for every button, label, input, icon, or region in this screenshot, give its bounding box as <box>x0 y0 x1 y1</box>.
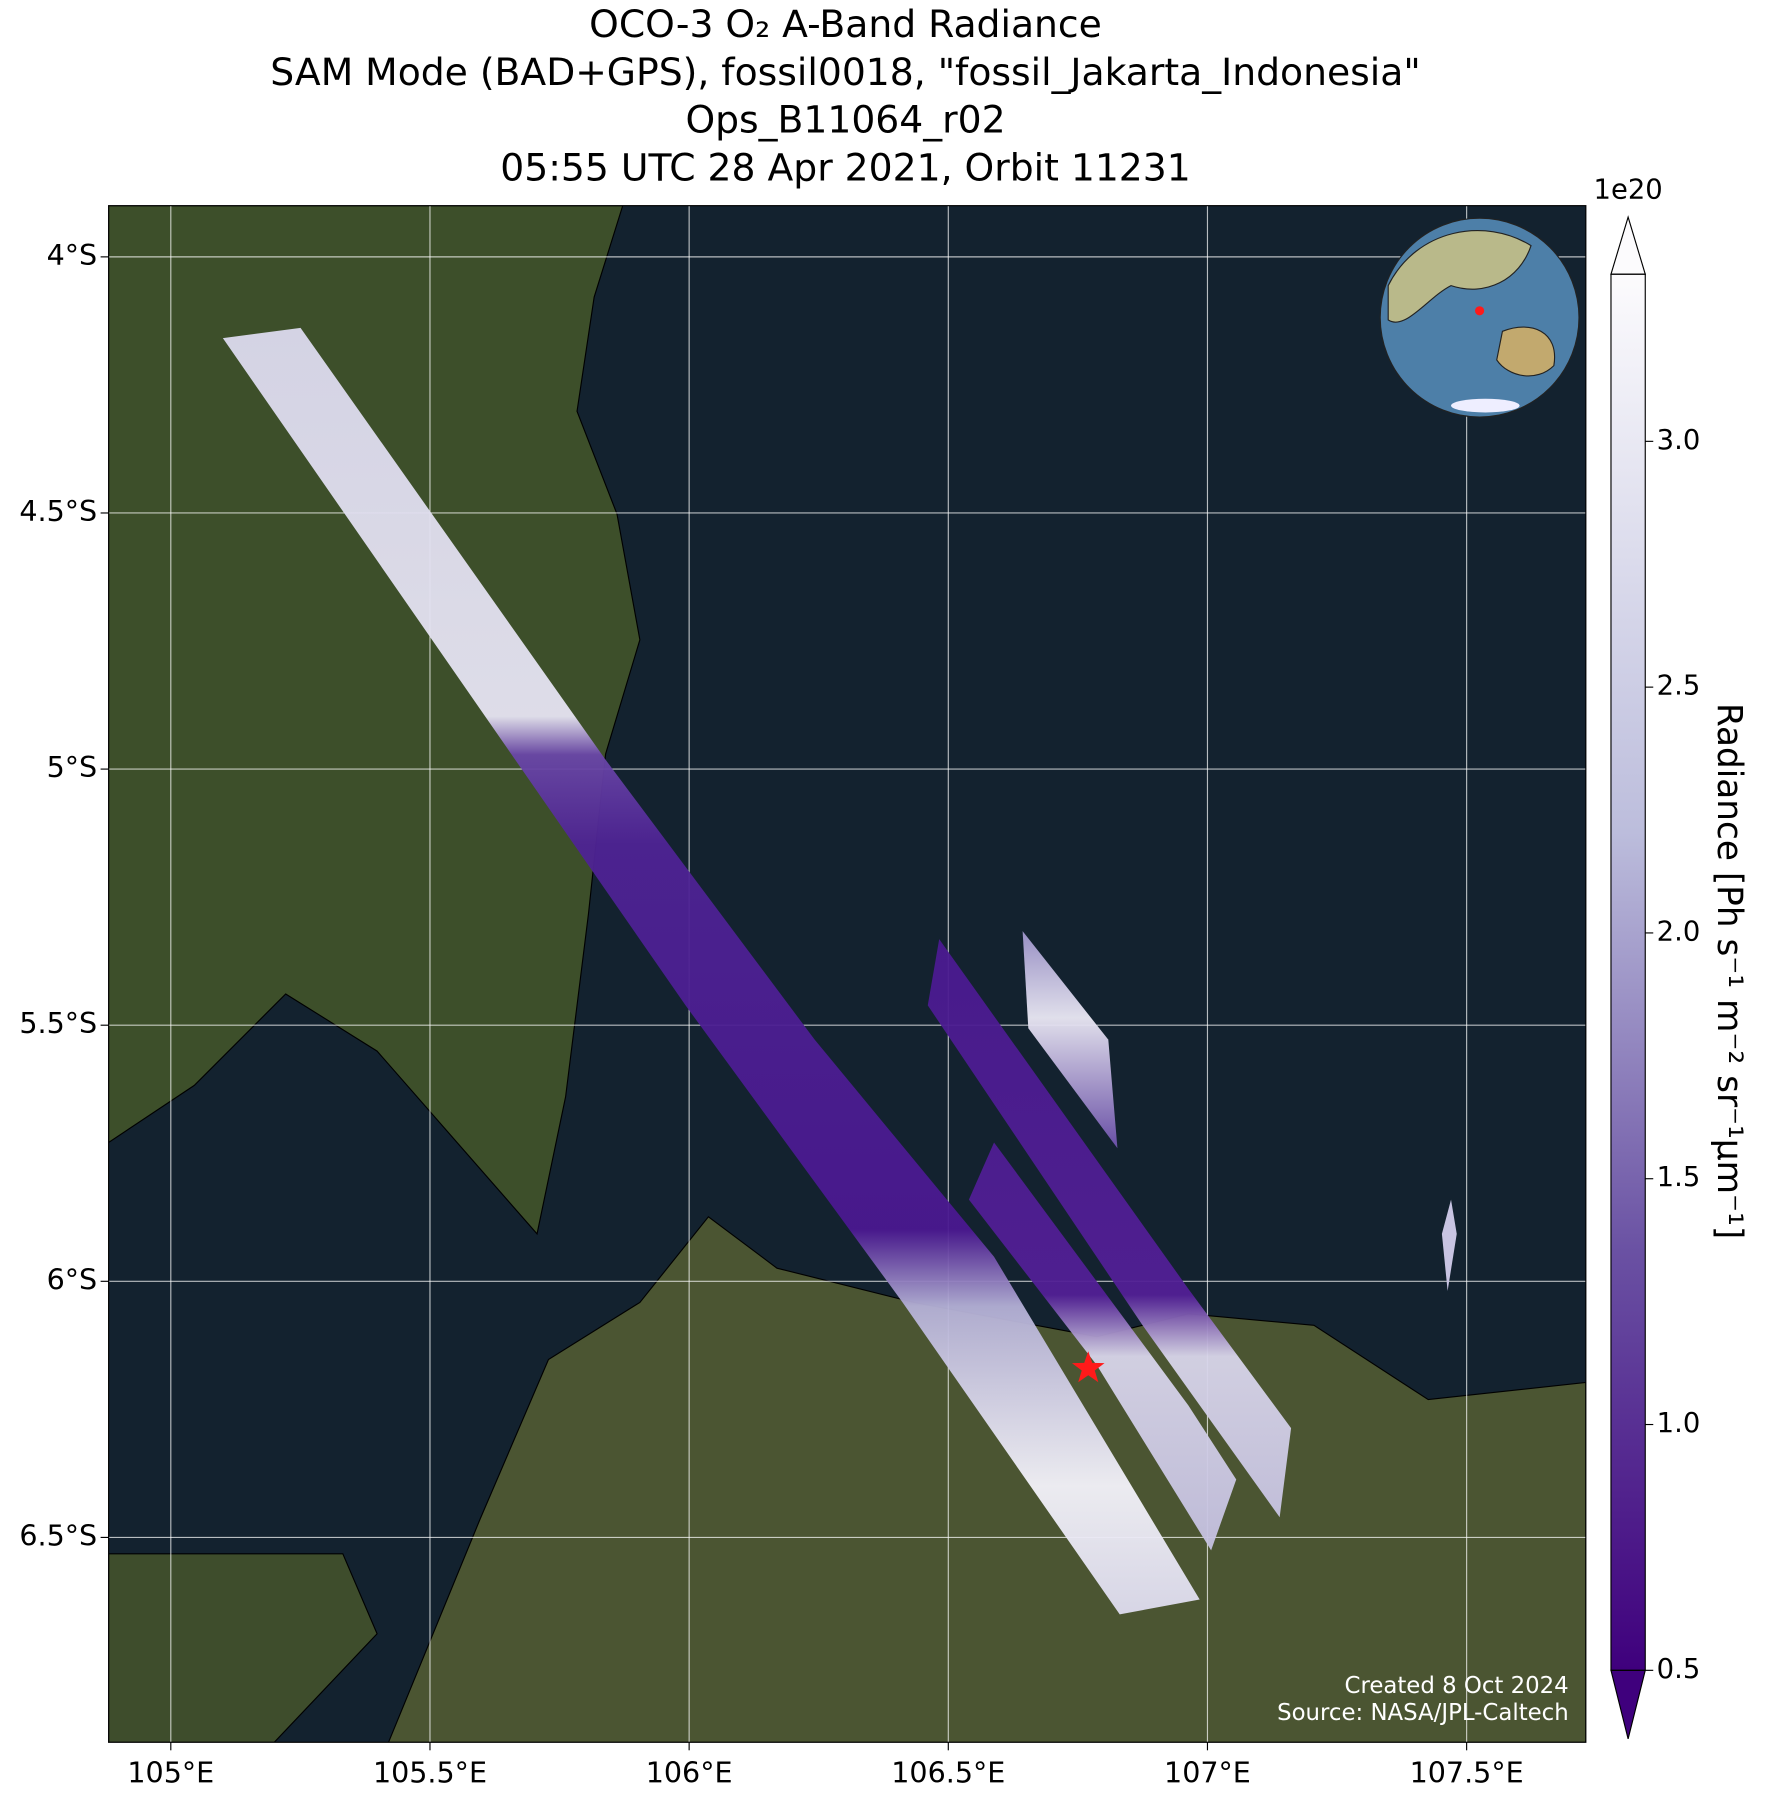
title-line: 05:55 UTC 28 Apr 2021, Orbit 11231 <box>500 146 1190 190</box>
colorbar-tick-label: 1.5 <box>1657 1162 1701 1193</box>
colorbar-tick-label: 2.5 <box>1657 671 1701 702</box>
land-sumatra <box>108 205 641 1236</box>
x-tick-label: 105.5°E <box>373 1755 487 1789</box>
y-tick-label: 4°S <box>47 238 98 272</box>
y-tick-label: 5°S <box>47 750 98 784</box>
colorbar-tick-label: 2.0 <box>1657 916 1701 947</box>
y-tick-label: 6.5°S <box>19 1518 97 1552</box>
x-tick-label: 107°E <box>1164 1755 1251 1789</box>
globe-marker <box>1475 306 1485 316</box>
x-tick-label: 105°E <box>127 1755 214 1789</box>
colorbar-frame <box>1610 273 1646 1671</box>
colorbar-multiplier: 1e20 <box>1594 174 1663 205</box>
swath <box>222 327 1200 1615</box>
colorbar-tick-label: 3.0 <box>1657 425 1701 456</box>
y-tick-label: 6°S <box>47 1262 98 1296</box>
x-tick-label: 106°E <box>646 1755 733 1789</box>
swath <box>968 1142 1237 1551</box>
y-tick-label: 5.5°S <box>19 1006 97 1040</box>
credit-text: Source: NASA/JPL-Caltech <box>1277 1700 1569 1726</box>
inset-globe <box>1379 217 1580 418</box>
target-marker <box>1071 1351 1105 1383</box>
swath <box>927 939 1292 1518</box>
y-tick-label: 4.5°S <box>19 494 97 528</box>
colorbar-extend <box>1610 215 1647 275</box>
x-tick-label: 107.5°E <box>1410 1755 1524 1789</box>
title-line: Ops_B11064_r02 <box>685 98 1005 142</box>
colorbar-tick-label: 1.0 <box>1657 1408 1701 1439</box>
swath <box>1022 931 1118 1149</box>
title-line: OCO-3 O₂ A-Band Radiance <box>589 2 1102 46</box>
map-frame <box>108 205 1587 1743</box>
colorbar-tick-label: 0.5 <box>1657 1654 1701 1685</box>
credit-text: Created 8 Oct 2024 <box>1345 1673 1569 1699</box>
land-southwest <box>108 1553 378 1743</box>
colorbar <box>1610 274 1646 1671</box>
colorbar-extend <box>1610 1669 1646 1740</box>
title-line: SAM Mode (BAD+GPS), fossil0018, "fossil_… <box>270 50 1420 94</box>
colorbar-label: Radiance [Ph s⁻¹ m⁻² sr⁻¹μm⁻¹] <box>1709 703 1749 1239</box>
swath <box>1441 1199 1457 1292</box>
x-tick-label: 106.5°E <box>891 1755 1005 1789</box>
